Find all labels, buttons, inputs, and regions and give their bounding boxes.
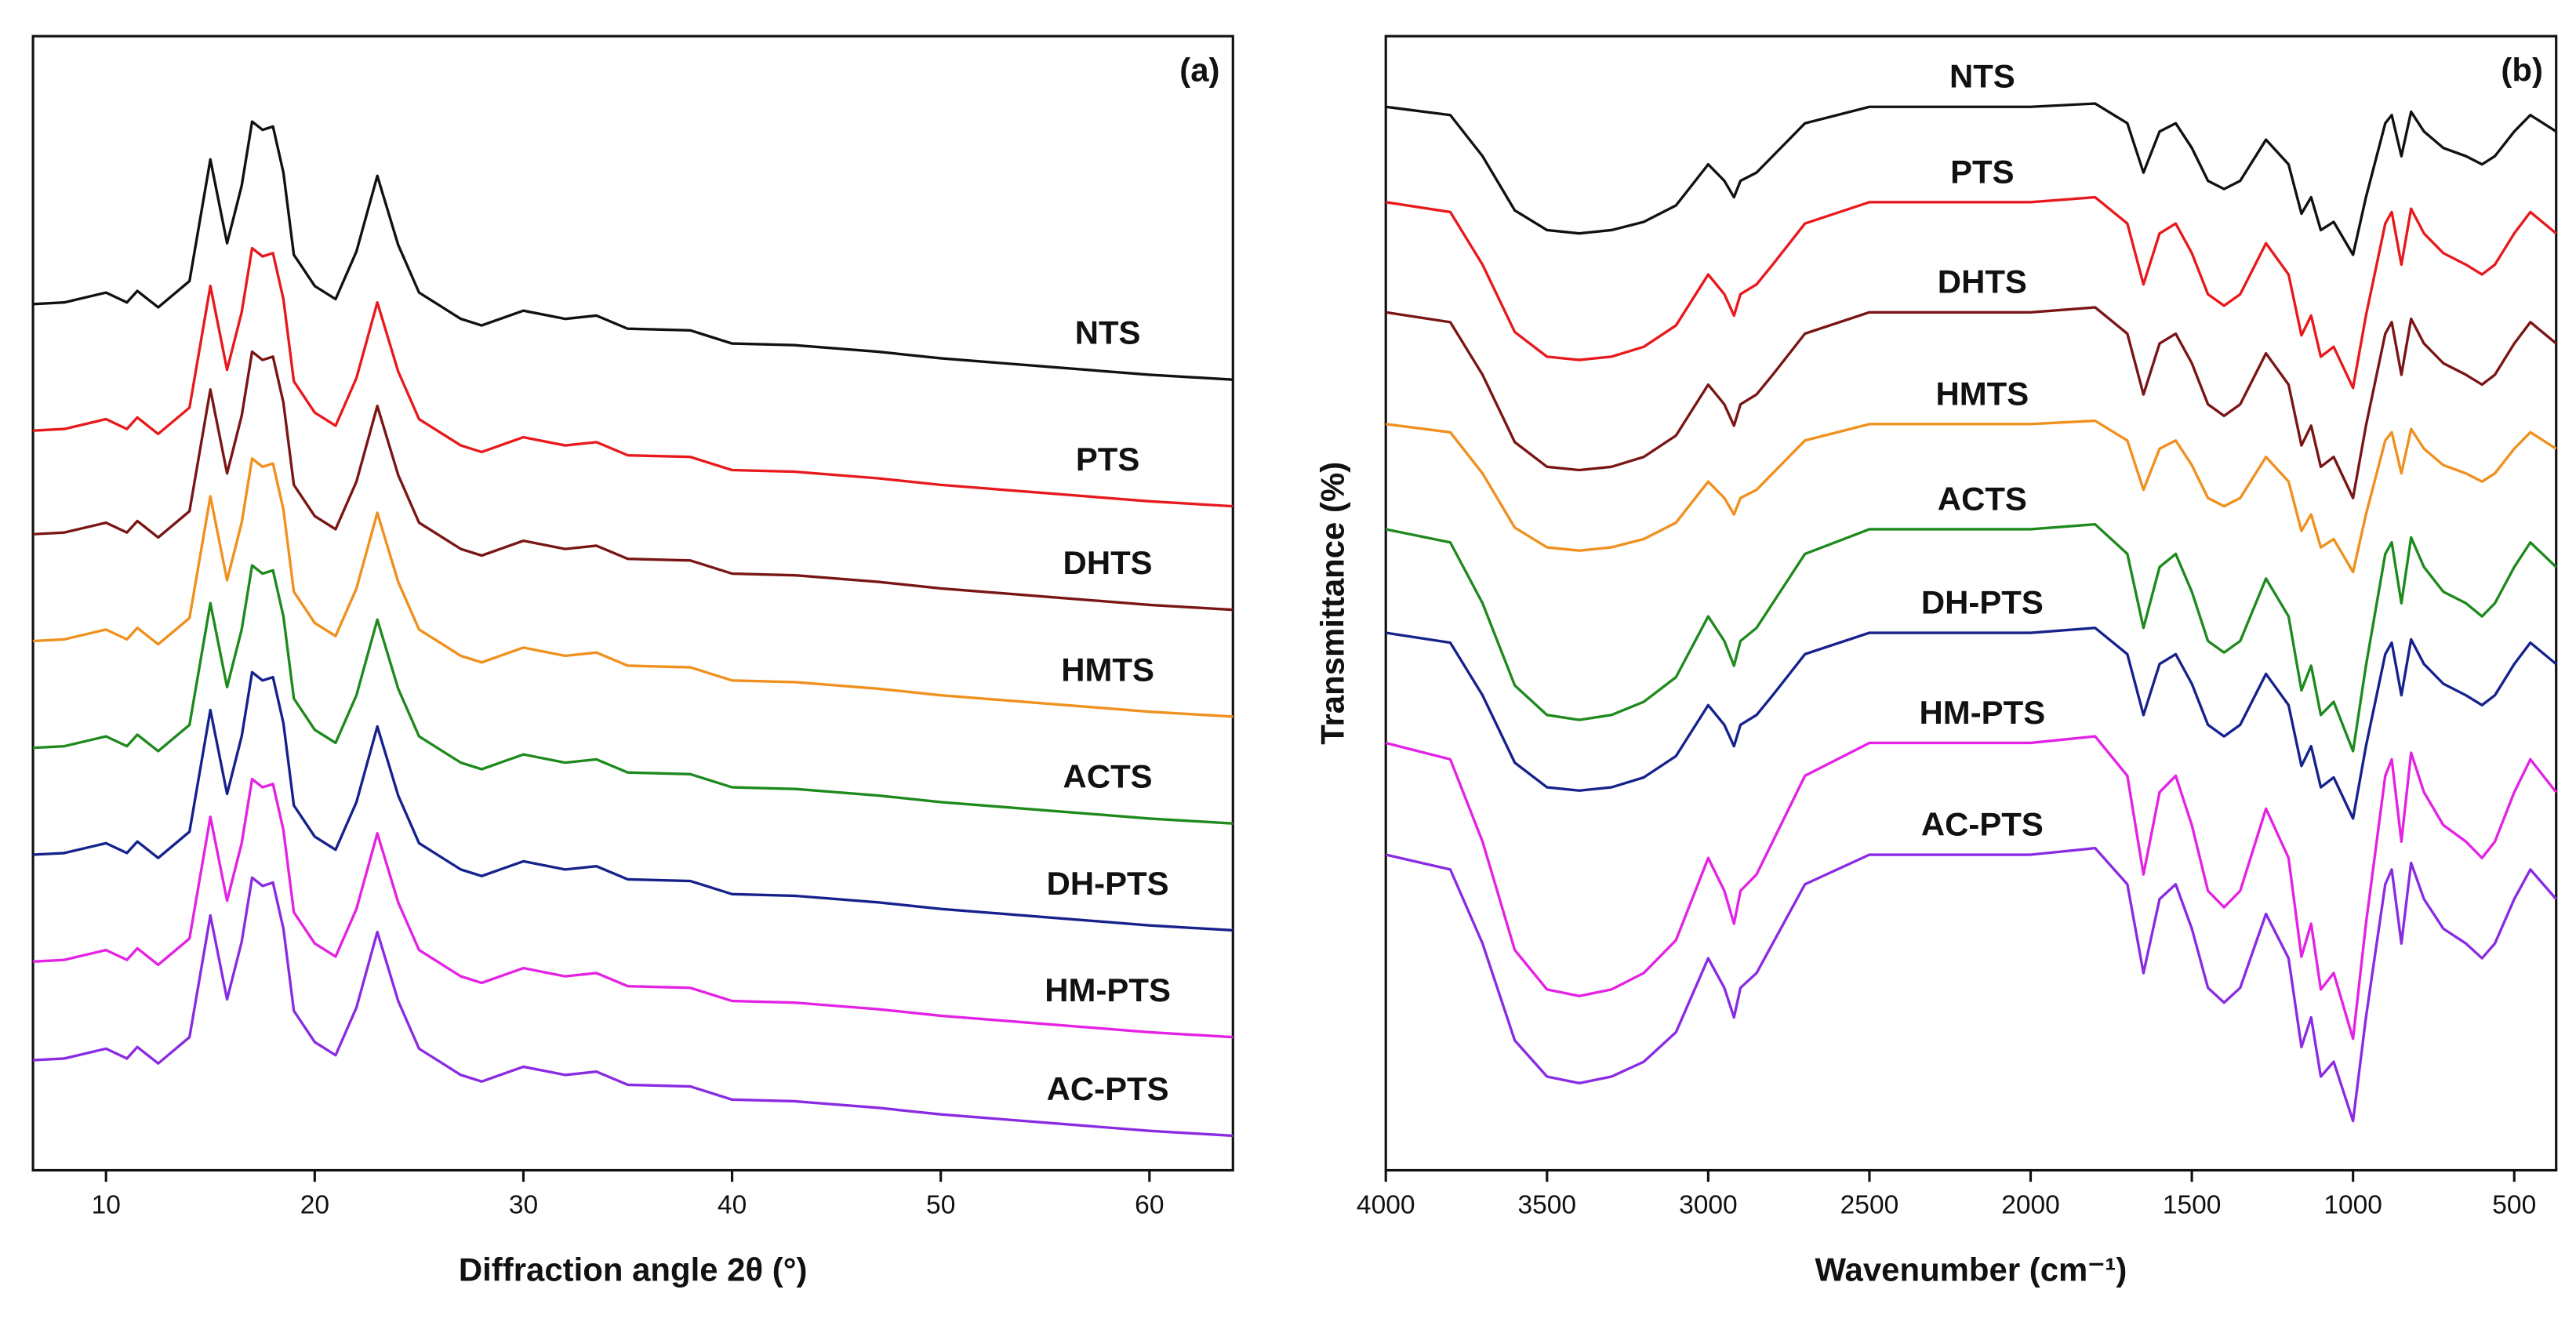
plot-frame bbox=[1384, 35, 2558, 1172]
series-label: PTS bbox=[1076, 441, 1140, 478]
spectrum-line bbox=[1386, 102, 2557, 256]
spectrum-line bbox=[32, 457, 1234, 718]
series-label: PTS bbox=[1950, 153, 2015, 190]
panel-label: (b) bbox=[2501, 51, 2543, 88]
x-tick-label: 50 bbox=[926, 1190, 955, 1219]
series-label: HM-PTS bbox=[1920, 694, 2046, 731]
x-tick-label: 2000 bbox=[2001, 1190, 2060, 1219]
x-tick-label: 40 bbox=[718, 1190, 747, 1219]
series-label: AC-PTS bbox=[1921, 805, 2044, 842]
y-axis-label: Transmittance (%) bbox=[1313, 462, 1350, 745]
x-tick-label: 20 bbox=[300, 1190, 329, 1219]
x-tick-label: 3500 bbox=[1518, 1190, 1577, 1219]
series-label: HM-PTS bbox=[1045, 972, 1171, 1008]
series-label: NTS bbox=[1075, 314, 1141, 351]
x-tick-label: 10 bbox=[92, 1190, 121, 1219]
series-label: AC-PTS bbox=[1047, 1070, 1169, 1107]
spectrum-line bbox=[32, 670, 1234, 932]
spectrum-line bbox=[1385, 195, 2557, 390]
x-tick-label: 1500 bbox=[2163, 1190, 2222, 1219]
x-tick-label: 60 bbox=[1135, 1190, 1164, 1219]
spectrum-line bbox=[32, 246, 1234, 508]
series-label: NTS bbox=[1949, 58, 2015, 95]
x-axis-label: Wavenumber (cm⁻¹) bbox=[1815, 1251, 2127, 1288]
series-label: ACTS bbox=[1063, 758, 1153, 795]
spectrum-line bbox=[1385, 627, 2557, 820]
x-tick-label: 30 bbox=[509, 1190, 538, 1219]
spectrum-line bbox=[32, 876, 1234, 1138]
spectrum-line bbox=[32, 350, 1234, 612]
spectrum-line bbox=[1386, 419, 2557, 574]
spectrum-line bbox=[1385, 735, 2558, 1041]
x-tick-label: 4000 bbox=[1357, 1190, 1415, 1219]
spectrum-line bbox=[1385, 846, 2557, 1123]
panel-label: (a) bbox=[1179, 51, 1219, 88]
x-tick-label: 500 bbox=[2492, 1190, 2536, 1219]
spectrum-line bbox=[32, 564, 1234, 825]
x-tick-label: 3000 bbox=[1679, 1190, 1738, 1219]
spectrum-line bbox=[32, 777, 1234, 1039]
spectrum-line bbox=[1385, 306, 2557, 499]
plot-frame bbox=[31, 35, 1234, 1172]
x-tick-label: 1000 bbox=[2323, 1190, 2382, 1219]
spectrum-line bbox=[32, 120, 1234, 381]
series-label: DH-PTS bbox=[1921, 583, 2044, 620]
series-label: ACTS bbox=[1938, 480, 2027, 517]
series-label: HMTS bbox=[1061, 651, 1154, 688]
spectrum-line bbox=[1385, 523, 2557, 753]
series-label: DHTS bbox=[1938, 263, 2027, 300]
series-label: DH-PTS bbox=[1047, 865, 1169, 902]
x-axis-label: Diffraction angle 2θ (°) bbox=[459, 1251, 808, 1288]
x-tick-label: 2500 bbox=[1840, 1190, 1899, 1219]
series-label: DHTS bbox=[1063, 544, 1153, 581]
series-label: HMTS bbox=[1935, 375, 2029, 412]
